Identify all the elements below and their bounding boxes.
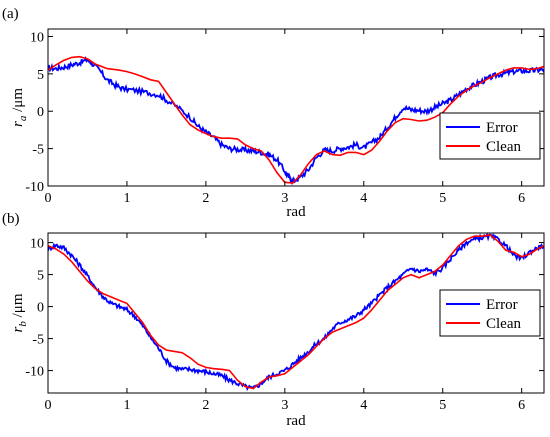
y-axis-title: ra /μm (10, 88, 29, 127)
legend-label-clean: Clean (486, 139, 521, 155)
x-tick-label: 3 (281, 398, 288, 413)
y-tick-label: 10 (30, 30, 44, 45)
x-tick-label: 2 (202, 398, 209, 413)
x-tick-label: 2 (202, 191, 209, 206)
x-axis-title: rad (286, 413, 306, 429)
y-tick-label: -10 (25, 180, 44, 195)
legend: Error Clean (439, 289, 541, 337)
y-tick-label: 5 (37, 269, 44, 284)
chart-panel-b: 0 1 2 3 4 5 6 -10 -5 0 5 10 rad rb /μm (b) Error Clean (2, 211, 545, 429)
x-tick-label: 0 (45, 191, 52, 206)
legend-box (439, 112, 541, 160)
x-axis-title: rad (286, 204, 306, 220)
chart-panel-a: 0 1 2 3 4 5 6 -10 -5 0 5 10 rad ra /μm (a) Error Clean (2, 6, 545, 220)
x-tick-label: 3 (281, 191, 288, 206)
x-tick-label: 4 (360, 398, 367, 413)
y-axis-title: rb /μm (10, 293, 29, 332)
panel-label: (b) (2, 211, 20, 227)
legend: Error Clean (439, 112, 541, 160)
x-tick-label: 6 (518, 191, 525, 206)
x-tick-label: 4 (360, 191, 367, 206)
x-tick-label: 1 (123, 398, 130, 413)
x-tick-label: 1 (123, 191, 130, 206)
x-tick-label: 0 (45, 398, 52, 413)
plot-frame (47, 232, 545, 394)
series-line-error (48, 233, 544, 391)
y-tick-label: -5 (32, 333, 44, 348)
legend-box (439, 289, 541, 337)
y-tick-label: 5 (37, 68, 44, 83)
y-tick-label: -10 (25, 365, 44, 380)
x-tick-label: 5 (439, 191, 446, 206)
y-tick-label: 10 (30, 237, 44, 252)
legend-label-error: Error (486, 297, 518, 313)
legend-label-clean: Clean (486, 316, 521, 332)
series-line-clean (48, 234, 544, 390)
panel-label: (a) (2, 6, 19, 22)
x-tick-label: 6 (518, 398, 525, 413)
plot-frame (47, 28, 545, 187)
y-tick-label: 0 (37, 105, 44, 120)
x-tick-label: 5 (439, 398, 446, 413)
y-tick-label: 0 (37, 301, 44, 316)
y-tick-label: -5 (32, 143, 44, 158)
legend-label-error: Error (486, 120, 518, 136)
series-line-clean (48, 55, 544, 184)
